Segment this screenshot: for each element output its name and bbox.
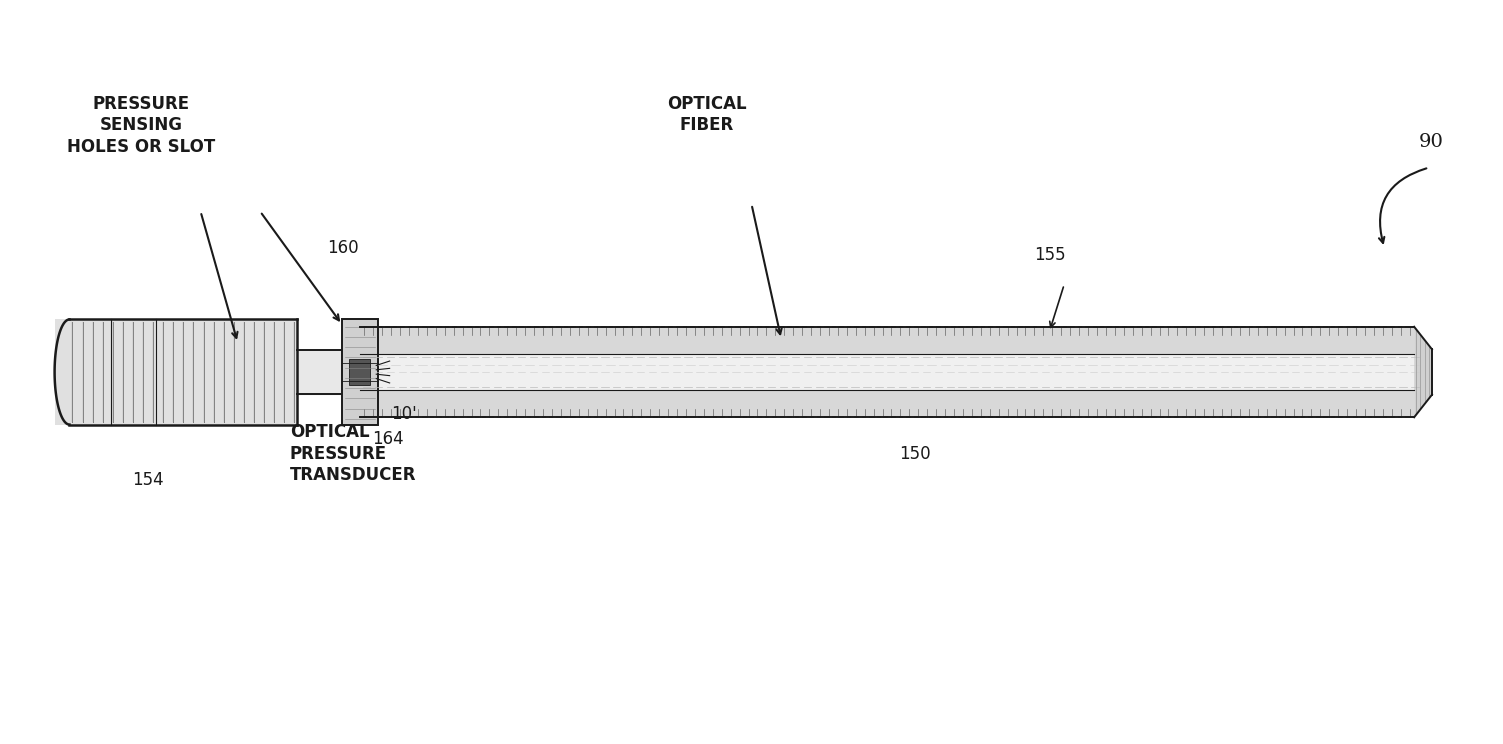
Text: OPTICAL
FIBER: OPTICAL FIBER bbox=[667, 94, 747, 134]
Text: 155: 155 bbox=[1034, 246, 1066, 264]
Polygon shape bbox=[54, 319, 298, 425]
Text: 160: 160 bbox=[328, 239, 359, 257]
Text: 10': 10' bbox=[391, 405, 416, 423]
Text: 154: 154 bbox=[132, 470, 164, 489]
Polygon shape bbox=[343, 319, 377, 425]
Polygon shape bbox=[1414, 327, 1432, 417]
Text: PRESSURE
SENSING
HOLES OR SLOT: PRESSURE SENSING HOLES OR SLOT bbox=[66, 94, 215, 155]
Polygon shape bbox=[359, 354, 1414, 390]
Text: 150: 150 bbox=[899, 445, 932, 463]
Polygon shape bbox=[349, 359, 370, 385]
Text: OPTICAL
PRESSURE
TRANSDUCER: OPTICAL PRESSURE TRANSDUCER bbox=[290, 423, 416, 484]
Text: 90: 90 bbox=[1419, 133, 1443, 151]
Polygon shape bbox=[54, 319, 69, 425]
Polygon shape bbox=[359, 327, 1414, 417]
Text: 164: 164 bbox=[371, 431, 403, 449]
